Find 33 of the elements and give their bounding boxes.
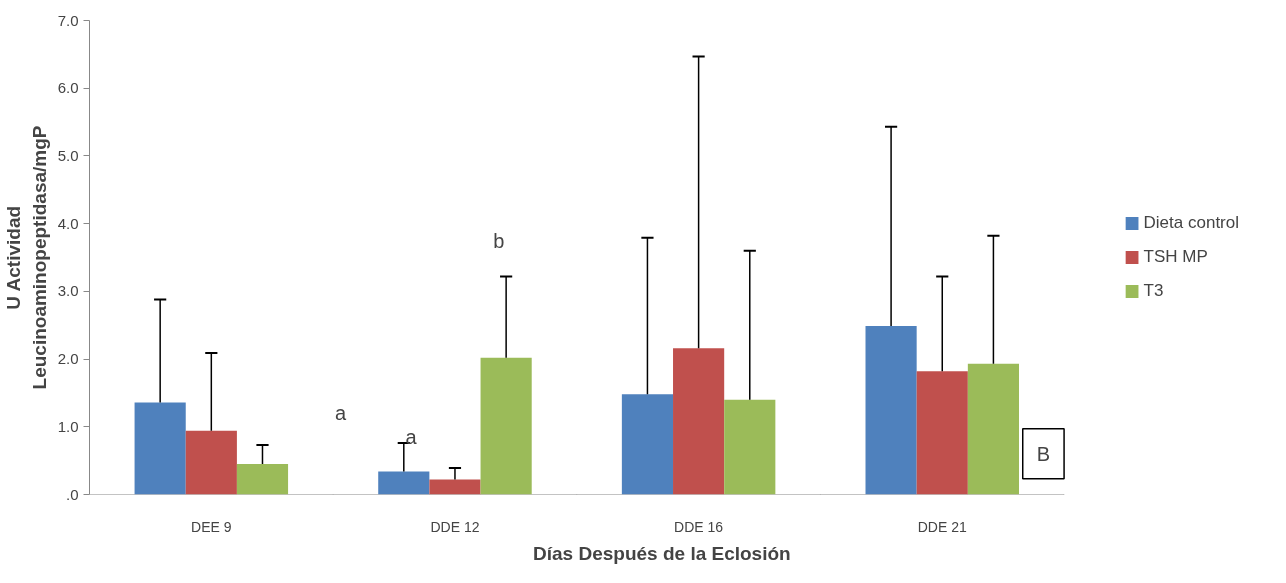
y-tick-label: 4.0 bbox=[57, 214, 79, 232]
bar bbox=[236, 464, 289, 495]
y-tick-label: 7.0 bbox=[57, 11, 79, 29]
bar bbox=[724, 399, 776, 495]
legend-label: T3 bbox=[1143, 281, 1164, 301]
annotation: a bbox=[405, 425, 418, 448]
bar bbox=[429, 479, 481, 495]
y-tick-label: 2.0 bbox=[57, 350, 79, 368]
bar bbox=[865, 325, 917, 495]
x-tick-label: DDE 16 bbox=[674, 518, 724, 535]
y-tick-label: 3.0 bbox=[57, 282, 79, 300]
annotation: a bbox=[334, 402, 347, 425]
bar bbox=[185, 430, 237, 495]
annotation: B bbox=[1036, 442, 1051, 465]
legend-label: TSH MP bbox=[1143, 247, 1208, 267]
bar bbox=[673, 348, 725, 495]
bar bbox=[480, 357, 532, 495]
x-axis-title: Días Después de la Eclosión bbox=[533, 542, 791, 564]
y-tick-label: .0 bbox=[65, 485, 79, 503]
bar bbox=[378, 471, 430, 495]
bar bbox=[967, 363, 1019, 495]
y-tick-label: 1.0 bbox=[57, 417, 79, 435]
bar bbox=[621, 394, 674, 495]
legend-label: Dieta control bbox=[1143, 213, 1239, 233]
bar bbox=[134, 402, 186, 495]
annotation: b bbox=[493, 229, 505, 252]
y-tick-label: 6.0 bbox=[57, 79, 79, 97]
bar bbox=[916, 371, 968, 495]
x-tick-label: DEE 9 bbox=[191, 518, 232, 535]
x-tick-label: DDE 12 bbox=[430, 518, 480, 535]
y-axis-title: U Actividad Leucinoaminopeptidasa/mgP bbox=[3, 125, 50, 390]
x-tick-label: DDE 21 bbox=[917, 518, 967, 535]
y-tick-label: 5.0 bbox=[57, 146, 79, 164]
